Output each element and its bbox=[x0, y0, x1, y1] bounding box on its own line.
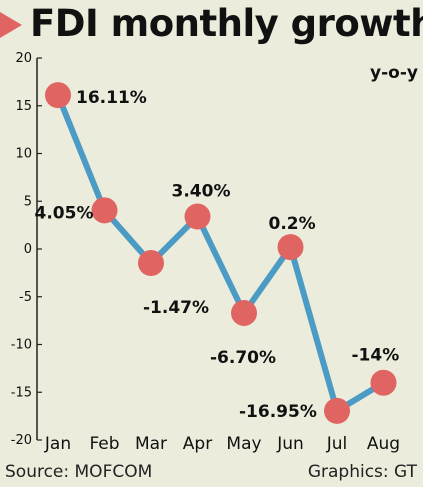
y-tick-label: -20 bbox=[11, 433, 32, 448]
data-label: -16.95% bbox=[239, 402, 317, 422]
data-point-marker bbox=[91, 197, 118, 224]
y-tick-label: 5 bbox=[24, 194, 32, 209]
data-point-marker bbox=[184, 203, 211, 230]
x-category-label: Jan bbox=[44, 434, 71, 454]
title-row: FDI monthly growth bbox=[0, 0, 423, 52]
data-label: 4.05% bbox=[35, 203, 94, 223]
unit-label: y-o-y bbox=[370, 63, 418, 83]
x-category-label: Jul bbox=[326, 434, 348, 454]
y-tick-label: 0 bbox=[24, 242, 32, 257]
data-label: -1.47% bbox=[143, 298, 209, 318]
x-category-label: Mar bbox=[135, 434, 167, 454]
data-label: -6.70% bbox=[210, 348, 276, 368]
data-point-marker bbox=[45, 82, 71, 109]
data-point-marker bbox=[370, 369, 397, 396]
y-tick-label: -5 bbox=[19, 290, 32, 305]
data-point-marker bbox=[138, 250, 164, 277]
chart-title: FDI monthly growth bbox=[30, 2, 423, 45]
data-label: 16.11% bbox=[76, 88, 147, 108]
data-point-marker bbox=[324, 397, 350, 424]
title-arrow-icon bbox=[0, 12, 22, 38]
credit-text: Graphics: GT bbox=[307, 462, 417, 482]
y-tick-label: -15 bbox=[11, 385, 32, 400]
footer: Source: MOFCOM Graphics: GT bbox=[0, 458, 423, 487]
data-label: -14% bbox=[352, 346, 400, 366]
x-category-label: Apr bbox=[183, 434, 212, 454]
source-text: Source: MOFCOM bbox=[5, 462, 153, 482]
x-category-label: Jun bbox=[276, 434, 304, 454]
y-tick-label: 10 bbox=[15, 147, 32, 162]
x-category-label: Aug bbox=[367, 434, 400, 454]
data-point-marker bbox=[231, 299, 257, 326]
data-label: 0.2% bbox=[269, 214, 316, 234]
data-label: 3.40% bbox=[172, 182, 231, 202]
y-tick-label: -10 bbox=[11, 338, 32, 353]
y-tick-label: 15 bbox=[15, 99, 32, 114]
y-tick-label: 20 bbox=[15, 51, 32, 66]
line-chart: y-o-y 20 15 10 5 0 -5 -10 -15 -20 Jan Feb Mar Apr May J… bbox=[11, 51, 418, 454]
x-category-label: Feb bbox=[89, 434, 119, 454]
x-category-label: May bbox=[226, 434, 261, 454]
data-point-marker bbox=[277, 234, 304, 261]
